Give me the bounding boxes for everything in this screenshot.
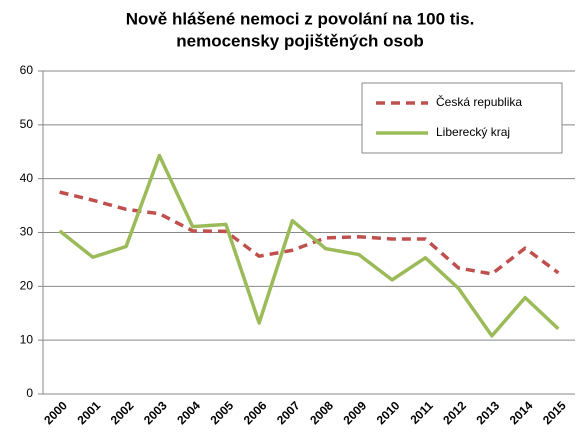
x-tick-label: 2009: [340, 398, 369, 427]
y-tick-label: 40: [20, 171, 34, 185]
x-tick-label: 2002: [108, 398, 137, 427]
y-tick-label: 60: [20, 63, 34, 77]
x-tick-label: 2010: [374, 398, 403, 427]
x-tick-label: 2014: [507, 398, 536, 427]
legend-box: [361, 82, 563, 154]
y-tick-label: 20: [20, 279, 34, 293]
chart-title: Nově hlášené nemoci z povolání na 100 ti…: [126, 9, 475, 28]
y-tick-label: 10: [20, 332, 34, 346]
legend-label: Česká republika: [436, 94, 522, 109]
x-tick-label: 2003: [141, 398, 170, 427]
x-tick-label: 2008: [307, 398, 336, 427]
legend-label: Liberecký kraj: [436, 125, 510, 139]
x-tick-label: 2001: [74, 398, 103, 427]
x-tick-label: 2007: [274, 398, 303, 427]
x-tick-label: 2011: [407, 398, 436, 427]
x-tick-label: 2000: [41, 398, 70, 427]
x-tick-label: 2015: [540, 398, 569, 427]
x-tick-label: 2005: [207, 398, 236, 427]
x-tick-label: 2004: [174, 398, 203, 427]
y-tick-label: 30: [20, 225, 34, 239]
x-tick-label: 2013: [473, 398, 502, 427]
x-tick-label: 2012: [440, 398, 469, 427]
x-tick-label: 2006: [241, 398, 270, 427]
series-line: [58, 153, 560, 338]
chart-title: nemocensky pojištěných osob: [176, 31, 424, 50]
y-tick-label: 0: [26, 386, 33, 400]
y-tick-label: 50: [20, 117, 34, 131]
